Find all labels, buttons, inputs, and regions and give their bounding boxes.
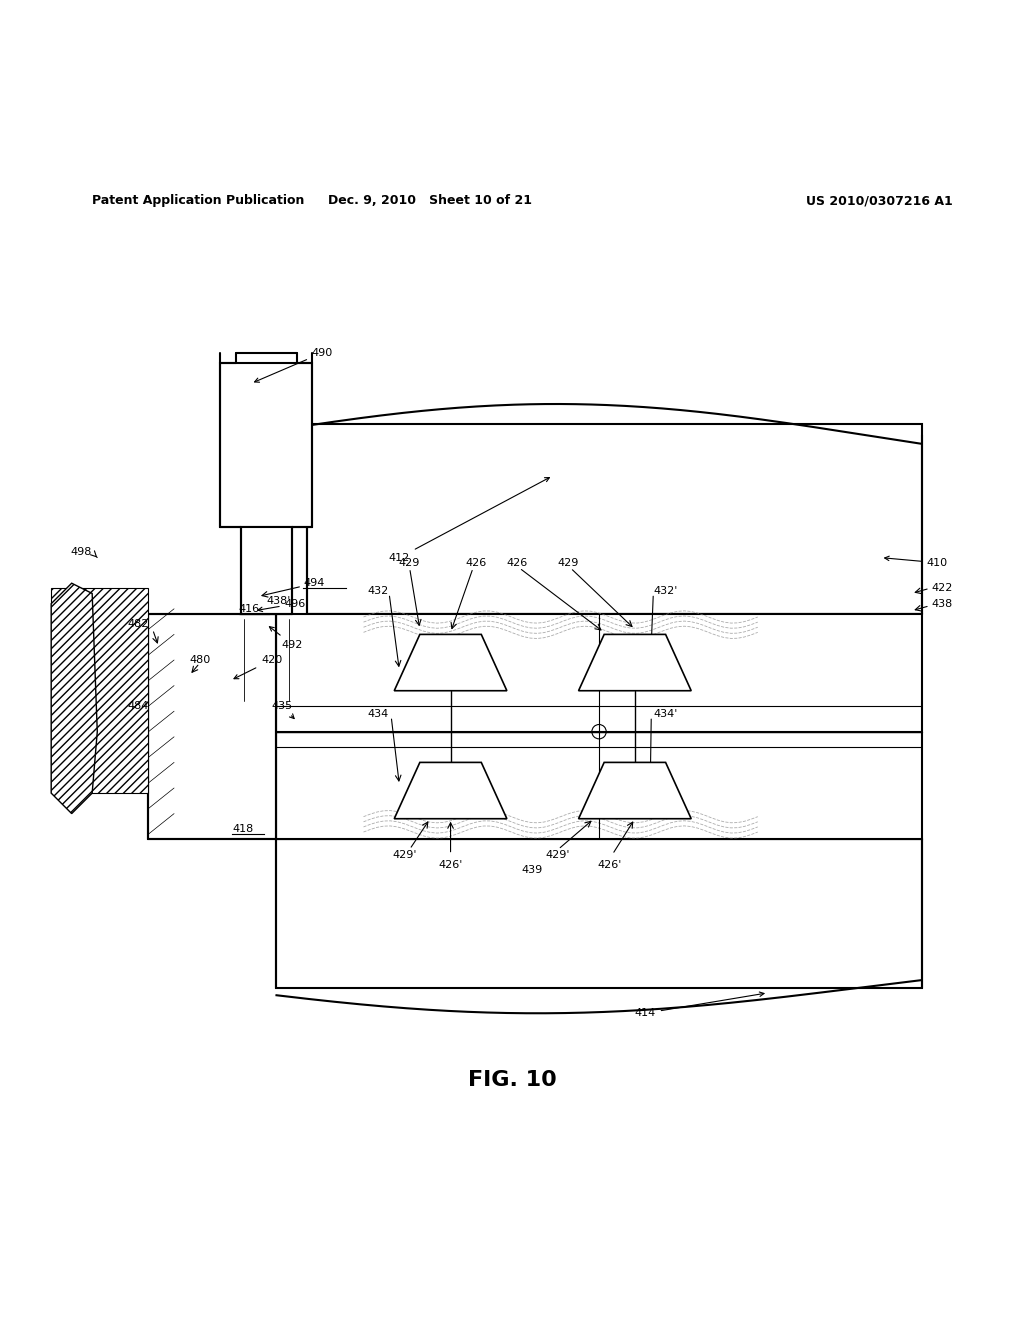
Text: 410: 410 — [885, 556, 948, 568]
Polygon shape — [394, 763, 507, 818]
Text: 429: 429 — [558, 558, 579, 568]
Text: 412: 412 — [389, 478, 550, 562]
Text: 432': 432' — [653, 586, 678, 597]
Bar — [307, 425, 922, 614]
Bar — [220, 363, 312, 527]
Polygon shape — [579, 635, 691, 690]
Text: 480: 480 — [189, 655, 210, 665]
Text: 429': 429' — [392, 850, 417, 859]
Polygon shape — [51, 583, 97, 813]
Text: 422: 422 — [932, 583, 953, 593]
Text: 439: 439 — [522, 865, 543, 875]
Text: 434: 434 — [368, 709, 389, 719]
Text: 414: 414 — [635, 993, 764, 1018]
Text: 438: 438 — [932, 599, 953, 609]
Text: 429: 429 — [399, 558, 420, 568]
Text: 484: 484 — [127, 701, 148, 711]
Bar — [276, 840, 922, 987]
Bar — [136, 685, 148, 704]
Text: US 2010/0307216 A1: US 2010/0307216 A1 — [806, 194, 952, 207]
Text: 429': 429' — [546, 850, 570, 859]
Text: Patent Application Publication: Patent Application Publication — [92, 194, 304, 207]
Text: 435: 435 — [271, 701, 294, 718]
Text: 492: 492 — [269, 627, 303, 649]
Polygon shape — [579, 763, 691, 818]
Text: 438': 438' — [266, 595, 291, 606]
Bar — [276, 614, 922, 840]
Text: 496: 496 — [258, 599, 306, 611]
Text: 426': 426' — [438, 859, 463, 870]
Text: 426: 426 — [466, 558, 486, 568]
Text: 416: 416 — [239, 603, 260, 614]
Text: 426': 426' — [597, 859, 622, 870]
Bar — [51, 589, 148, 793]
Text: 432: 432 — [368, 586, 389, 597]
Text: Dec. 9, 2010   Sheet 10 of 21: Dec. 9, 2010 Sheet 10 of 21 — [328, 194, 532, 207]
Text: 418: 418 — [232, 824, 254, 834]
Bar — [241, 527, 292, 614]
Bar — [148, 614, 276, 840]
Polygon shape — [394, 635, 507, 690]
Text: FIG. 10: FIG. 10 — [468, 1069, 556, 1090]
Text: 420: 420 — [234, 655, 283, 678]
Text: 498: 498 — [71, 548, 92, 557]
Text: 494: 494 — [303, 578, 325, 589]
Text: 490: 490 — [255, 347, 333, 383]
Text: 482: 482 — [127, 619, 148, 630]
Text: 426: 426 — [507, 558, 527, 568]
Text: 434': 434' — [653, 709, 678, 719]
